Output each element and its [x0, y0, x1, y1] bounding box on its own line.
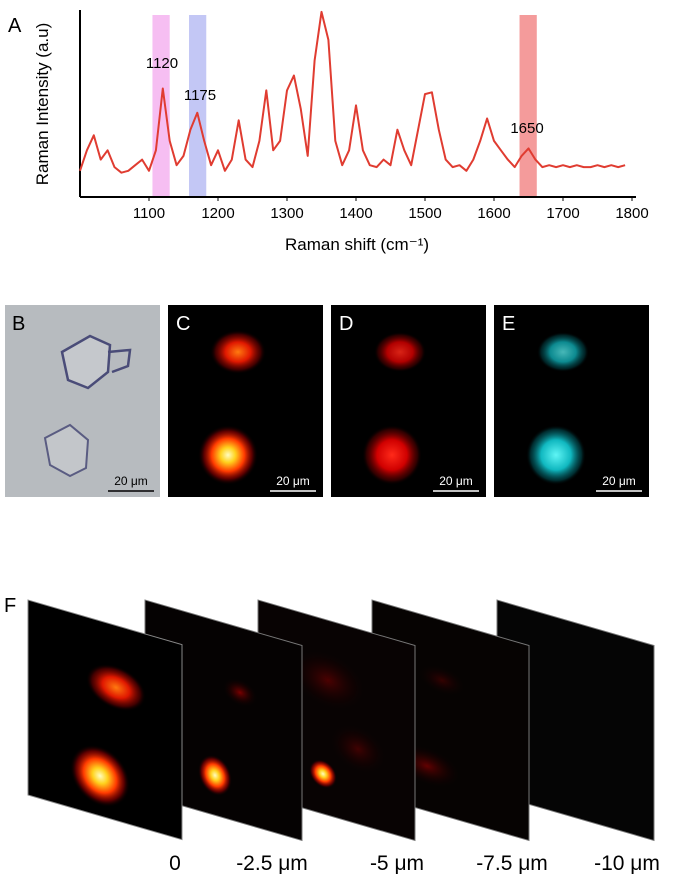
scale-bar-label: 20 μm: [114, 474, 148, 488]
depth-slice: [27, 599, 183, 841]
peak-annotation: 1175: [184, 87, 216, 104]
panel-d: D 20 μm: [331, 305, 486, 497]
depth-slice: [144, 599, 303, 842]
cell-outline: [60, 334, 112, 390]
depth-label: -10 μm: [594, 852, 660, 875]
depth-label: -5 μm: [370, 852, 424, 875]
x-tick-label: 1100: [133, 205, 165, 222]
cell-signal: [362, 425, 422, 485]
scale-bar-label: 20 μm: [602, 474, 636, 488]
x-tick-label: 1800: [615, 205, 648, 222]
panel-letter: A: [8, 15, 22, 37]
panel-letter: E: [502, 313, 515, 335]
scale-bar-label: 20 μm: [439, 474, 473, 488]
x-axis-label: Raman shift (cm⁻¹): [285, 235, 429, 254]
cell-signal: [526, 425, 586, 485]
highlight-band: [189, 15, 207, 197]
panel-letter: C: [176, 313, 190, 335]
highlight-band: [519, 15, 537, 197]
depth-label: 0: [169, 852, 181, 875]
spectrum-line: [79, 10, 626, 174]
spectrum-chart: A Raman Intensity (a.u) Raman shift (cm⁻…: [8, 10, 649, 254]
peak-annotation: 1120: [146, 55, 178, 72]
panel-e: E 20 μm: [494, 305, 649, 497]
cell-signal: [198, 425, 258, 485]
y-axis-label: Raman Intensity (a.u): [33, 23, 52, 186]
panel-f: F 0 -2.5 μm -5 μm -7.5 μm -10 μm: [4, 595, 660, 875]
x-tick-label: 1600: [477, 205, 510, 222]
depth-label: -2.5 μm: [236, 852, 308, 875]
cell-signal: [537, 332, 589, 372]
cell-outline: [107, 348, 132, 374]
panel-c: C 20 μm: [168, 305, 323, 497]
cell-outline: [43, 423, 90, 478]
depth-label: -7.5 μm: [476, 852, 548, 875]
peak-annotation: 1650: [510, 120, 543, 137]
x-tick-label: 1700: [546, 205, 579, 222]
cell-signal: [374, 332, 426, 372]
panel-letter: D: [339, 313, 353, 335]
x-tick-label: 1300: [270, 205, 303, 222]
cell-signal: [210, 330, 266, 374]
panel-letter: B: [12, 313, 25, 335]
panel-letter: F: [4, 595, 16, 617]
x-tick-label: 1200: [201, 205, 234, 222]
x-tick-label: 1400: [339, 205, 372, 222]
scale-bar-label: 20 μm: [276, 474, 310, 488]
panel-b: B 20 μm: [5, 305, 160, 497]
x-tick-label: 1500: [408, 205, 441, 222]
